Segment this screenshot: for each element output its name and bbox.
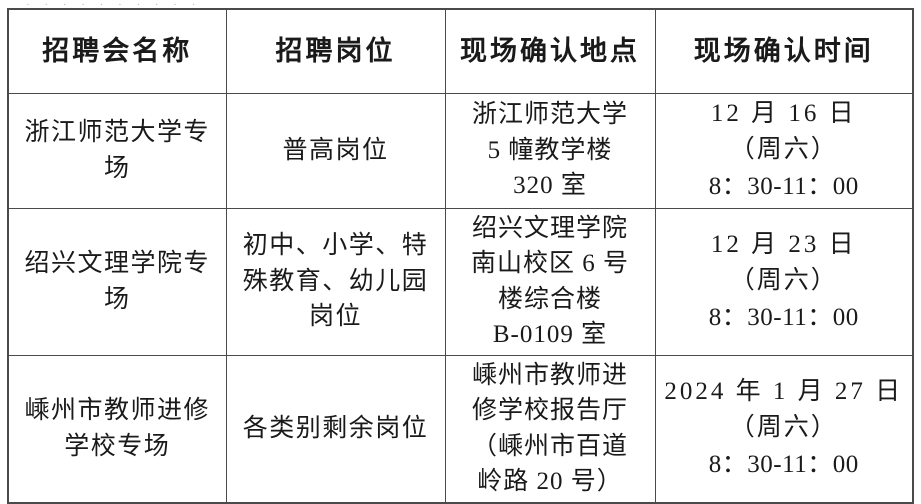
cell-confirm-location: 浙江师范大学 5 幢教学楼 320 室 bbox=[444, 92, 656, 209]
location-line: （嵊州市百道 bbox=[471, 432, 628, 460]
date-text: 2024 年 1 月 27 日 bbox=[664, 378, 904, 406]
location-line: 浙江师范大学 bbox=[471, 101, 628, 129]
column-header-confirm-time: 现场确认时间 bbox=[654, 8, 914, 94]
cell-confirm-time: 2024 年 1 月 27 日 （周六） 8：30-11：00 bbox=[654, 354, 914, 503]
time-range-text: 8：30-11：00 bbox=[708, 450, 859, 478]
table-row: 嵊州市教师进修学校专场 各类别剩余岗位 嵊州市教师进 修学校报告厅 （嵊州市百道… bbox=[7, 354, 914, 503]
cell-fair-name: 嵊州市教师进修学校专场 bbox=[7, 354, 227, 503]
fair-name-text: 浙江师范大学专场 bbox=[24, 119, 210, 182]
cell-positions: 初中、小学、特殊教育、幼儿园岗位 bbox=[225, 207, 446, 356]
table-row: 绍兴文理学院专场 初中、小学、特殊教育、幼儿园岗位 绍兴文理学院 南山校区 6 … bbox=[7, 207, 914, 356]
time-range-text: 8：30-11：00 bbox=[708, 172, 859, 200]
cell-positions: 普高岗位 bbox=[225, 92, 446, 209]
cell-confirm-location: 绍兴文理学院 南山校区 6 号 楼综合楼 B-0109 室 bbox=[444, 207, 656, 356]
cell-fair-name: 浙江师范大学专场 bbox=[7, 92, 227, 209]
column-header-confirm-location: 现场确认地点 bbox=[444, 8, 656, 94]
location-line: 嵊州市教师进 bbox=[471, 361, 628, 389]
column-header-fair-name: 招聘会名称 bbox=[7, 8, 227, 94]
clipped-top-text: · · · · · · · · · · bbox=[26, 0, 202, 7]
cell-confirm-location: 嵊州市教师进 修学校报告厅 （嵊州市百道 岭路 20 号） bbox=[444, 354, 656, 503]
header-label-confirm-time: 现场确认时间 bbox=[693, 36, 874, 67]
fair-name-text: 绍兴文理学院专场 bbox=[24, 250, 210, 313]
location-line: 楼综合楼 bbox=[497, 285, 602, 313]
header-label-positions: 招聘岗位 bbox=[275, 36, 396, 67]
table-container: 招聘会名称 招聘岗位 现场确认地点 现场确认时间 浙江师范大学 bbox=[7, 8, 914, 504]
weekday-text: （周六） bbox=[729, 414, 838, 442]
location-line: 320 室 bbox=[513, 172, 587, 200]
cell-confirm-time: 12 月 23 日 （周六） 8：30-11：00 bbox=[654, 207, 914, 356]
header-label-fair-name: 招聘会名称 bbox=[42, 36, 193, 67]
weekday-text: （周六） bbox=[729, 136, 838, 164]
location-line: 绍兴文理学院 bbox=[471, 214, 628, 242]
cell-confirm-time: 12 月 16 日 （周六） 8：30-11：00 bbox=[654, 92, 914, 209]
location-line: 5 幢教学楼 bbox=[487, 136, 613, 164]
fair-name-text: 嵊州市教师进修学校专场 bbox=[24, 397, 210, 460]
cell-fair-name: 绍兴文理学院专场 bbox=[7, 207, 227, 356]
table-header-row: 招聘会名称 招聘岗位 现场确认地点 现场确认时间 bbox=[7, 8, 914, 94]
positions-text: 普高岗位 bbox=[282, 136, 389, 164]
location-line: 岭路 20 号） bbox=[477, 468, 623, 495]
location-line: 南山校区 6 号 bbox=[470, 250, 629, 277]
column-header-positions: 招聘岗位 bbox=[225, 8, 446, 94]
location-line: 修学校报告厅 bbox=[471, 397, 628, 424]
table-row: 浙江师范大学专场 普高岗位 浙江师范大学 5 幢教学楼 320 室 12 月 1… bbox=[7, 92, 914, 209]
positions-text: 各类别剩余岗位 bbox=[242, 414, 429, 442]
header-label-confirm-location: 现场确认地点 bbox=[460, 36, 640, 67]
recruitment-schedule-table: 招聘会名称 招聘岗位 现场确认地点 现场确认时间 浙江师范大学 bbox=[7, 8, 914, 504]
date-text: 12 月 23 日 bbox=[710, 231, 857, 259]
time-range-text: 8：30-11：00 bbox=[708, 303, 859, 331]
positions-text: 初中、小学、特殊教育、幼儿园岗位 bbox=[242, 232, 429, 331]
date-text: 12 月 16 日 bbox=[710, 100, 857, 128]
location-line: B-0109 室 bbox=[492, 321, 608, 348]
weekday-text: （周六） bbox=[729, 267, 838, 295]
cell-positions: 各类别剩余岗位 bbox=[225, 354, 446, 503]
